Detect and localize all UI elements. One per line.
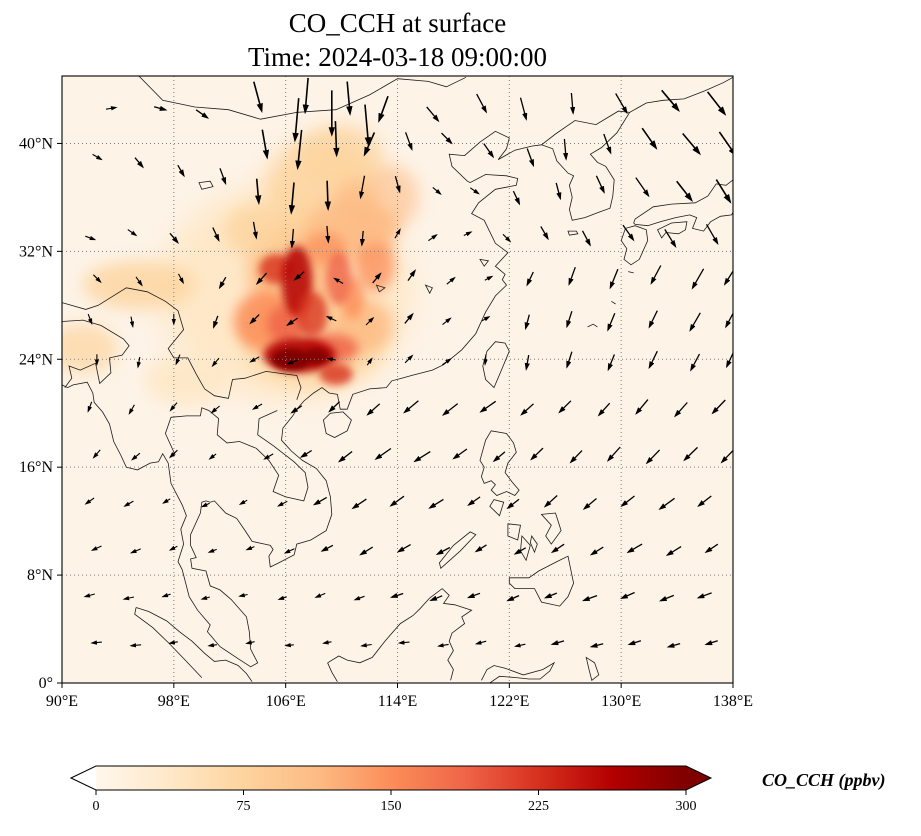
plot-title: CO_CCH at surface [288, 8, 507, 38]
y-tick-label: 24°N [19, 351, 53, 368]
colorbar-tick-label: 300 [676, 799, 697, 814]
y-tick-label: 8°N [27, 567, 53, 584]
colorbar: 0 75 150 225 300 [70, 765, 713, 814]
concentration-hotspot [326, 251, 352, 306]
colorbar-tick-label: 0 [93, 799, 100, 814]
colorbar-under-arrow [71, 766, 96, 790]
x-tick-label: 90°E [46, 693, 78, 710]
x-tick-label: 138°E [713, 693, 753, 710]
x-tick-label: 130°E [601, 693, 641, 710]
x-axis: 90°E 98°E 106°E 114°E 122°E 130°E 138°E [46, 683, 753, 710]
colorbar-tick-label: 150 [381, 799, 402, 814]
x-tick-label: 122°E [489, 693, 529, 710]
concentration-hotspot [224, 204, 292, 259]
y-tick-label: 32°N [19, 243, 53, 260]
coastlines [62, 76, 733, 683]
concentration-hotspot [296, 291, 328, 338]
x-tick-label: 98°E [158, 693, 190, 710]
y-tick-label: 0° [39, 675, 53, 692]
wind-quiver [83, 77, 733, 648]
colorbar-tick-label: 75 [237, 799, 251, 814]
concentration-hotspot [334, 179, 374, 224]
colorbar-gradient [96, 766, 686, 790]
x-tick-label: 106°E [266, 693, 306, 710]
colorbar-label: CO_CCH (ppbv) [762, 770, 886, 790]
colorbar-tick-label: 225 [528, 799, 549, 814]
concentration-hotspot [62, 324, 118, 373]
concentration-hotspot [303, 348, 330, 365]
concentration-hotspot [299, 124, 384, 190]
colorbar-over-arrow [686, 766, 711, 790]
plot-title-block: CO_CCH at surface Time: 2024-03-18 09:00… [62, 6, 733, 74]
concentration-hotspot [145, 352, 230, 407]
y-tick-label: 40°N [19, 135, 53, 152]
concentration-hotspot [82, 260, 195, 310]
map-plot: 90°E 98°E 106°E 114°E 122°E 130°E 138°E 40°N 32°… [19, 75, 753, 710]
concentration-layer [62, 124, 419, 407]
concentration-hotspot [319, 363, 353, 385]
plot-subtitle: Time: 2024-03-18 09:00:00 [247, 42, 548, 72]
x-tick-label: 114°E [378, 693, 418, 710]
y-tick-label: 16°N [19, 459, 53, 476]
concentration-hotspot [271, 348, 311, 371]
colorbar-ticks: 0 75 150 225 300 [93, 790, 697, 814]
concentration-hotspot [355, 237, 395, 292]
y-axis: 40°N 32°N 24°N 16°N 8°N 0° [19, 135, 62, 692]
